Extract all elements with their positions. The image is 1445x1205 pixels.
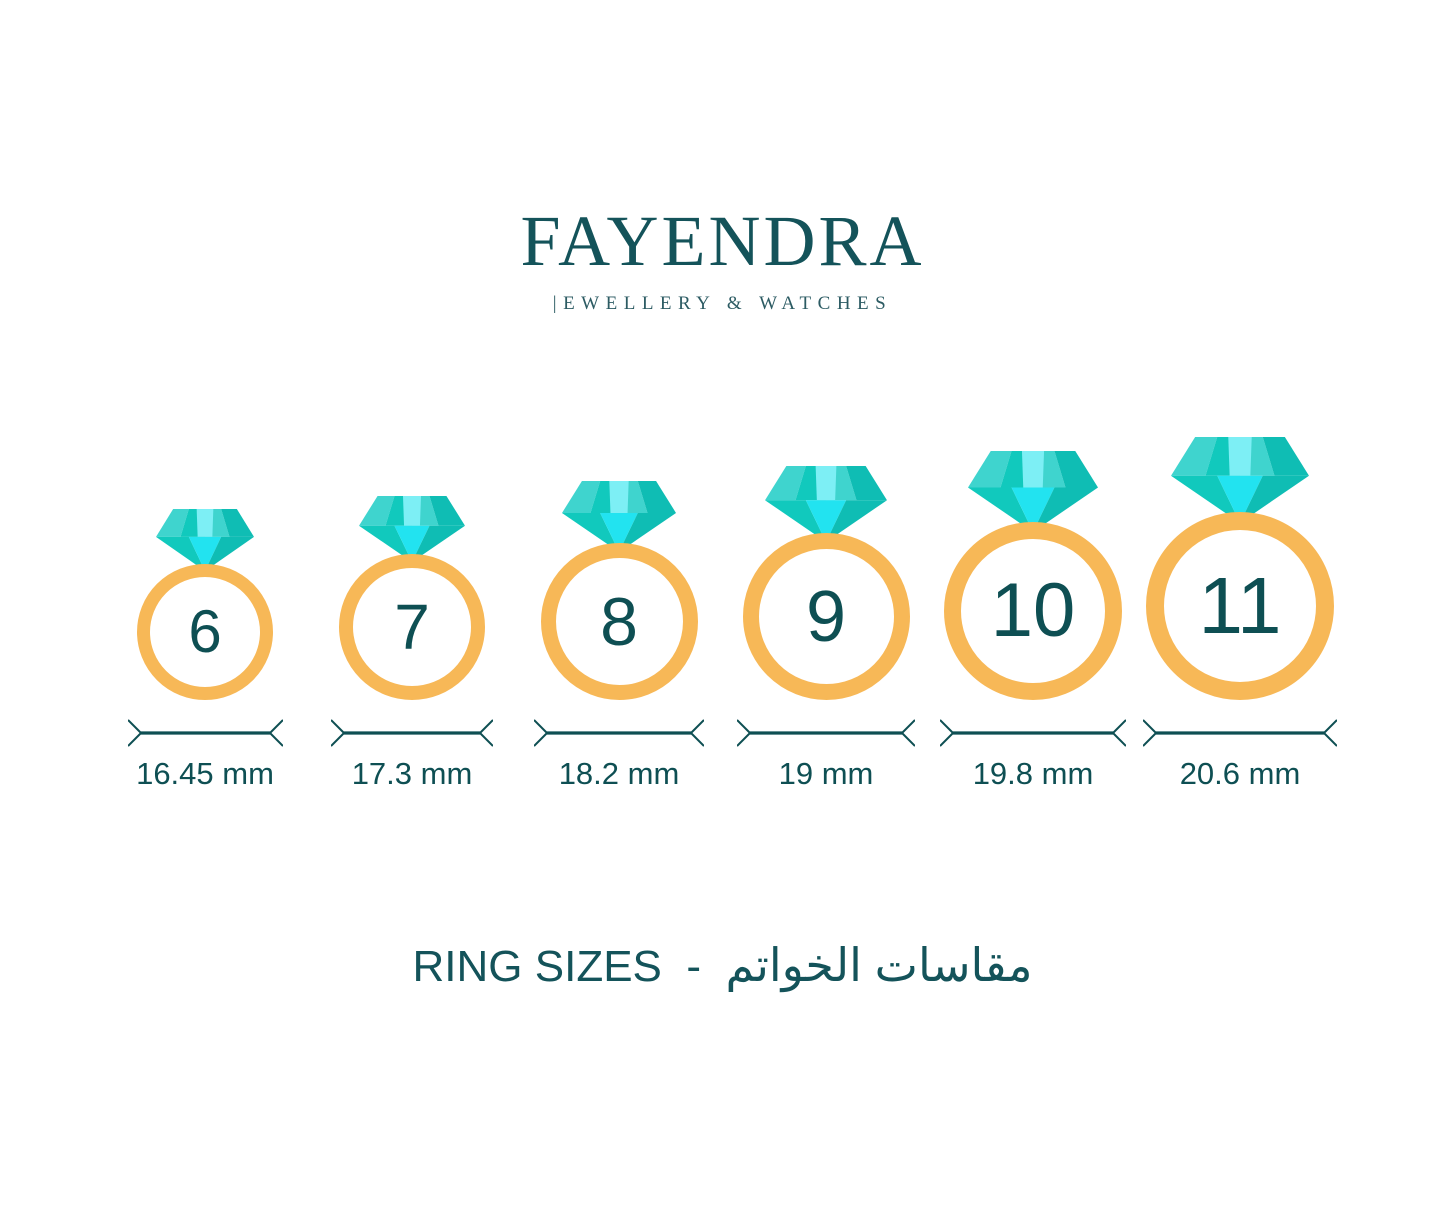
ring-size-item: 8 18.2 mm — [516, 440, 723, 789]
diamond-icon — [765, 466, 887, 542]
gem-holder — [1171, 437, 1309, 528]
dimension-line — [534, 719, 704, 747]
ring-band — [1146, 512, 1334, 700]
dimension-wrapper — [534, 716, 704, 750]
caption-arabic: مقاسات الخواتم — [725, 939, 1033, 991]
ring-diameter-label: 20.6 mm — [1179, 756, 1301, 791]
ring-band — [944, 522, 1122, 700]
gem-holder — [562, 481, 676, 557]
ring-size-item: 6 16.45 mm — [102, 440, 309, 789]
diamond-icon — [562, 481, 676, 552]
diamond-icon — [1171, 437, 1309, 523]
dimension-wrapper — [940, 716, 1126, 750]
ring-diameter-label: 19 mm — [778, 756, 874, 791]
ring-band-holder: 11 — [1146, 512, 1334, 700]
ring-diameter-label: 17.3 mm — [351, 756, 473, 791]
gem-holder — [156, 509, 254, 576]
ring-band-holder: 10 — [944, 522, 1122, 700]
chart-caption: RING SIZES - مقاسات الخواتم — [0, 940, 1445, 991]
ring-size-item: 10 19.8 mm — [930, 440, 1137, 789]
dimension-wrapper — [1143, 716, 1337, 750]
ring-diameter-label: 19.8 mm — [972, 756, 1094, 791]
diamond-icon — [156, 509, 254, 571]
ring-diameter-label: 18.2 mm — [558, 756, 680, 791]
diamond-icon — [359, 496, 465, 562]
brand-logo: FAYENDRA |EWELLERY & WATCHES — [0, 205, 1445, 315]
dimension-line — [1143, 719, 1337, 747]
ring-size-item: 11 20.6 mm — [1137, 437, 1344, 791]
ring-size-item: 9 19 mm — [723, 440, 930, 789]
ring-size-chart: 6 16.45 mm — [0, 437, 1445, 820]
ring-diameter-label: 16.45 mm — [136, 756, 274, 791]
ring-figure: 11 — [1137, 437, 1344, 700]
ring-figure: 6 — [102, 440, 309, 700]
ring-figure: 8 — [516, 440, 723, 700]
gem-holder — [765, 466, 887, 547]
brand-wordmark: FAYENDRA — [520, 201, 925, 281]
ring-band — [742, 533, 910, 700]
ring-band — [339, 554, 485, 700]
caption-english: RING SIZES — [412, 942, 662, 991]
ring-figure: 10 — [930, 440, 1137, 700]
dimension-line — [331, 719, 493, 747]
gem-holder — [359, 496, 465, 567]
gem-holder — [968, 451, 1098, 537]
dimension-line — [127, 719, 283, 747]
dimension-wrapper — [331, 716, 493, 750]
diamond-icon — [968, 451, 1098, 532]
dimension-wrapper — [737, 716, 915, 750]
ring-figure: 7 — [309, 440, 516, 700]
ring-band-holder: 8 — [540, 543, 698, 700]
ring-figure: 9 — [723, 440, 930, 700]
dimension-wrapper — [127, 716, 283, 750]
brand-subtitle: |EWELLERY & WATCHES — [552, 293, 893, 314]
dimension-line — [940, 719, 1126, 747]
ring-band-holder: 9 — [742, 533, 910, 700]
caption-separator: - — [686, 942, 701, 991]
ring-band — [137, 564, 273, 700]
ring-band — [540, 543, 698, 700]
dimension-line — [737, 719, 915, 747]
ring-band-holder: 7 — [339, 554, 485, 700]
ring-size-item: 7 17.3 mm — [309, 440, 516, 789]
ring-band-holder: 6 — [137, 564, 273, 700]
